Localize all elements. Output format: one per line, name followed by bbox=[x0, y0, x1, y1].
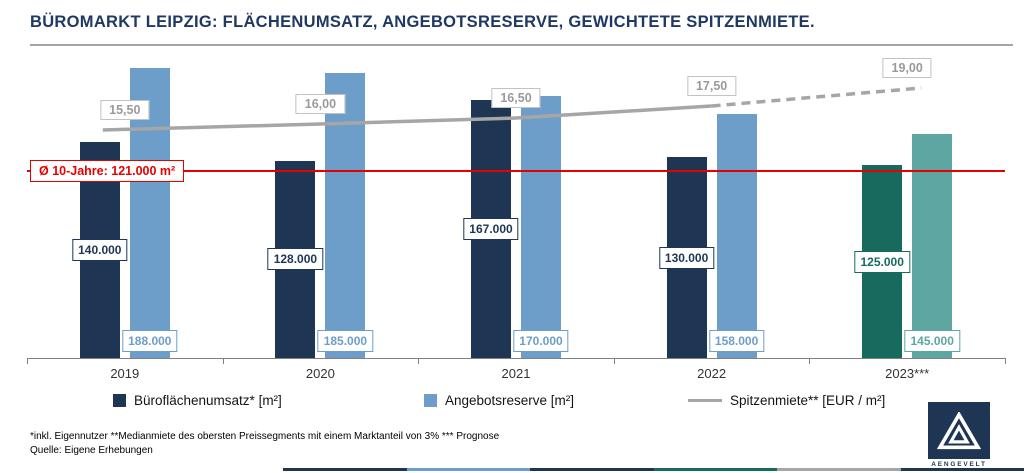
bar-label-reserve-2022: 158.000 bbox=[708, 330, 765, 352]
bar-label-umsatz-2023: 125.000 bbox=[854, 250, 910, 273]
aengevelt-logo-text: AENGEVELT bbox=[931, 461, 987, 468]
spitzenmiete-label-2021: 16,50 bbox=[491, 88, 541, 108]
x-label-2020: 2020 bbox=[305, 366, 335, 381]
bar-label-reserve-2019: 188.000 bbox=[122, 330, 178, 352]
bar-reserve-2020 bbox=[325, 72, 366, 358]
title-divider bbox=[30, 44, 1013, 46]
bar-label-umsatz-2021: 167.000 bbox=[463, 218, 519, 241]
aengevelt-logo-icon bbox=[937, 411, 981, 449]
x-label-2023: 2023*** bbox=[885, 366, 930, 381]
x-axis-tick bbox=[1005, 358, 1006, 364]
spitzenmiete-label-2022: 17,50 bbox=[686, 76, 737, 96]
bar-label-reserve-2023: 145.000 bbox=[904, 330, 960, 352]
legend-label-bueroflaechenumsatz: Büroflächenumsatz* [m²] bbox=[134, 393, 282, 408]
chart-title: BÜROMARKT LEIPZIG: FLÄCHENUMSATZ, ANGEBO… bbox=[30, 13, 815, 31]
bottom-color-strip bbox=[283, 468, 1024, 471]
x-axis-tick bbox=[809, 358, 811, 364]
legend-swatch-bueroflaechenumsatz-icon bbox=[113, 394, 126, 407]
legend-item-spitzenmiete: Spitzenmiete** [EUR / m²] bbox=[688, 393, 885, 408]
footnote-source: Quelle: Eigene Erhebungen bbox=[30, 445, 153, 456]
x-axis-tick bbox=[27, 358, 28, 364]
bar-label-reserve-2020: 185.000 bbox=[317, 330, 374, 352]
x-label-2022: 2022 bbox=[697, 366, 727, 381]
legend-label-spitzenmiete: Spitzenmiete** [EUR / m²] bbox=[730, 393, 886, 408]
legend-swatch-angebotsreserve-icon bbox=[424, 394, 437, 407]
bar-label-umsatz-2020: 128.000 bbox=[267, 248, 324, 271]
bar-label-reserve-2021: 170.000 bbox=[513, 330, 569, 352]
x-label-2021: 2021 bbox=[501, 366, 531, 381]
bottom-strip-segment bbox=[777, 468, 901, 471]
spitzenmiete-label-2019: 15,50 bbox=[100, 100, 150, 120]
x-axis-tick bbox=[222, 358, 224, 364]
legend-item-angebotsreserve: Angebotsreserve [m²] bbox=[424, 393, 574, 408]
x-label-2019: 2019 bbox=[110, 366, 140, 381]
spitzenmiete-label-2023: 19,00 bbox=[882, 58, 932, 78]
aengevelt-logo bbox=[928, 402, 990, 459]
x-axis-tick bbox=[613, 358, 615, 364]
bottom-strip-segment bbox=[283, 468, 407, 471]
bottom-strip-segment bbox=[406, 468, 530, 471]
bar-reserve-2023 bbox=[912, 134, 953, 358]
bar-reserve-2021 bbox=[521, 95, 561, 358]
bottom-strip-segment bbox=[900, 468, 1024, 471]
average-line bbox=[27, 170, 1005, 173]
bottom-strip-segment bbox=[653, 468, 777, 471]
footnote-definitions: *inkl. Eigennutzer **Medianmiete des obe… bbox=[30, 431, 500, 442]
bar-reserve-2022 bbox=[716, 114, 757, 358]
bottom-strip-segment bbox=[530, 468, 654, 471]
bar-label-umsatz-2022: 130.000 bbox=[658, 246, 715, 269]
x-axis bbox=[27, 358, 1005, 359]
average-line-label: Ø 10-Jahre: 121.000 m² bbox=[30, 160, 185, 183]
legend-item-bueroflaechenumsatz: Büroflächenumsatz* [m²] bbox=[113, 393, 282, 408]
legend-swatch-spitzenmiete-icon bbox=[688, 398, 722, 403]
x-axis-tick bbox=[418, 358, 420, 364]
legend-label-angebotsreserve: Angebotsreserve [m²] bbox=[445, 393, 575, 408]
spitzenmiete-label-2020: 16,00 bbox=[295, 94, 346, 114]
bar-label-umsatz-2019: 140.000 bbox=[72, 239, 128, 262]
